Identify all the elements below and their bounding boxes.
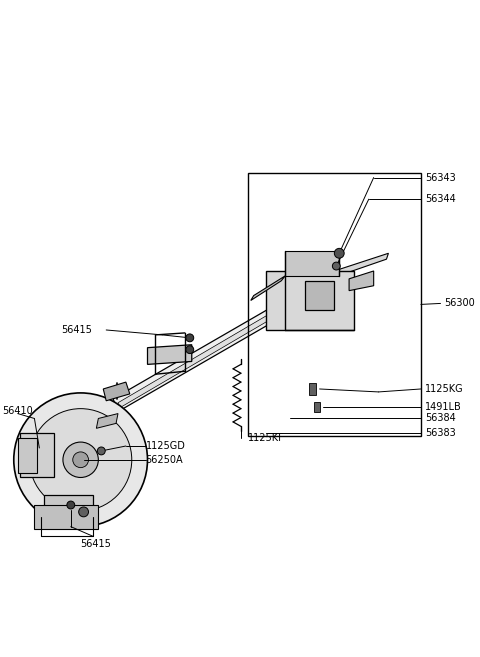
Polygon shape <box>113 271 339 411</box>
Text: 56410: 56410 <box>2 405 33 416</box>
Circle shape <box>186 334 194 342</box>
Circle shape <box>186 346 194 353</box>
Polygon shape <box>18 438 37 472</box>
Polygon shape <box>251 276 285 300</box>
Text: 56383: 56383 <box>425 428 456 438</box>
Polygon shape <box>35 505 98 529</box>
Circle shape <box>29 409 132 511</box>
Text: 56384: 56384 <box>425 413 456 424</box>
Polygon shape <box>332 253 388 278</box>
Polygon shape <box>349 271 373 290</box>
Polygon shape <box>305 281 335 310</box>
Polygon shape <box>103 382 130 401</box>
Circle shape <box>73 452 88 468</box>
Bar <box>309 383 316 395</box>
Text: 1125GD: 1125GD <box>145 441 185 451</box>
Text: 1491LB: 1491LB <box>425 401 462 412</box>
Circle shape <box>67 501 75 509</box>
Bar <box>314 402 320 411</box>
Circle shape <box>335 248 344 258</box>
Circle shape <box>79 507 88 517</box>
Polygon shape <box>96 413 118 428</box>
Polygon shape <box>118 276 336 407</box>
Polygon shape <box>265 271 354 330</box>
Text: 1125KG: 1125KG <box>425 384 463 394</box>
Circle shape <box>63 442 98 478</box>
Text: 1125KF: 1125KF <box>248 433 285 443</box>
Polygon shape <box>147 345 192 365</box>
Text: 56250A: 56250A <box>145 455 183 464</box>
Text: 56415: 56415 <box>61 325 92 335</box>
Polygon shape <box>20 433 54 478</box>
Text: 56300: 56300 <box>444 298 475 308</box>
Text: 56343: 56343 <box>425 173 456 183</box>
Polygon shape <box>285 252 339 276</box>
Circle shape <box>332 262 340 270</box>
Polygon shape <box>44 495 94 517</box>
Circle shape <box>97 447 105 455</box>
Text: 56415: 56415 <box>81 539 111 549</box>
Circle shape <box>14 393 147 527</box>
Text: 56344: 56344 <box>425 194 456 204</box>
Bar <box>248 173 421 436</box>
